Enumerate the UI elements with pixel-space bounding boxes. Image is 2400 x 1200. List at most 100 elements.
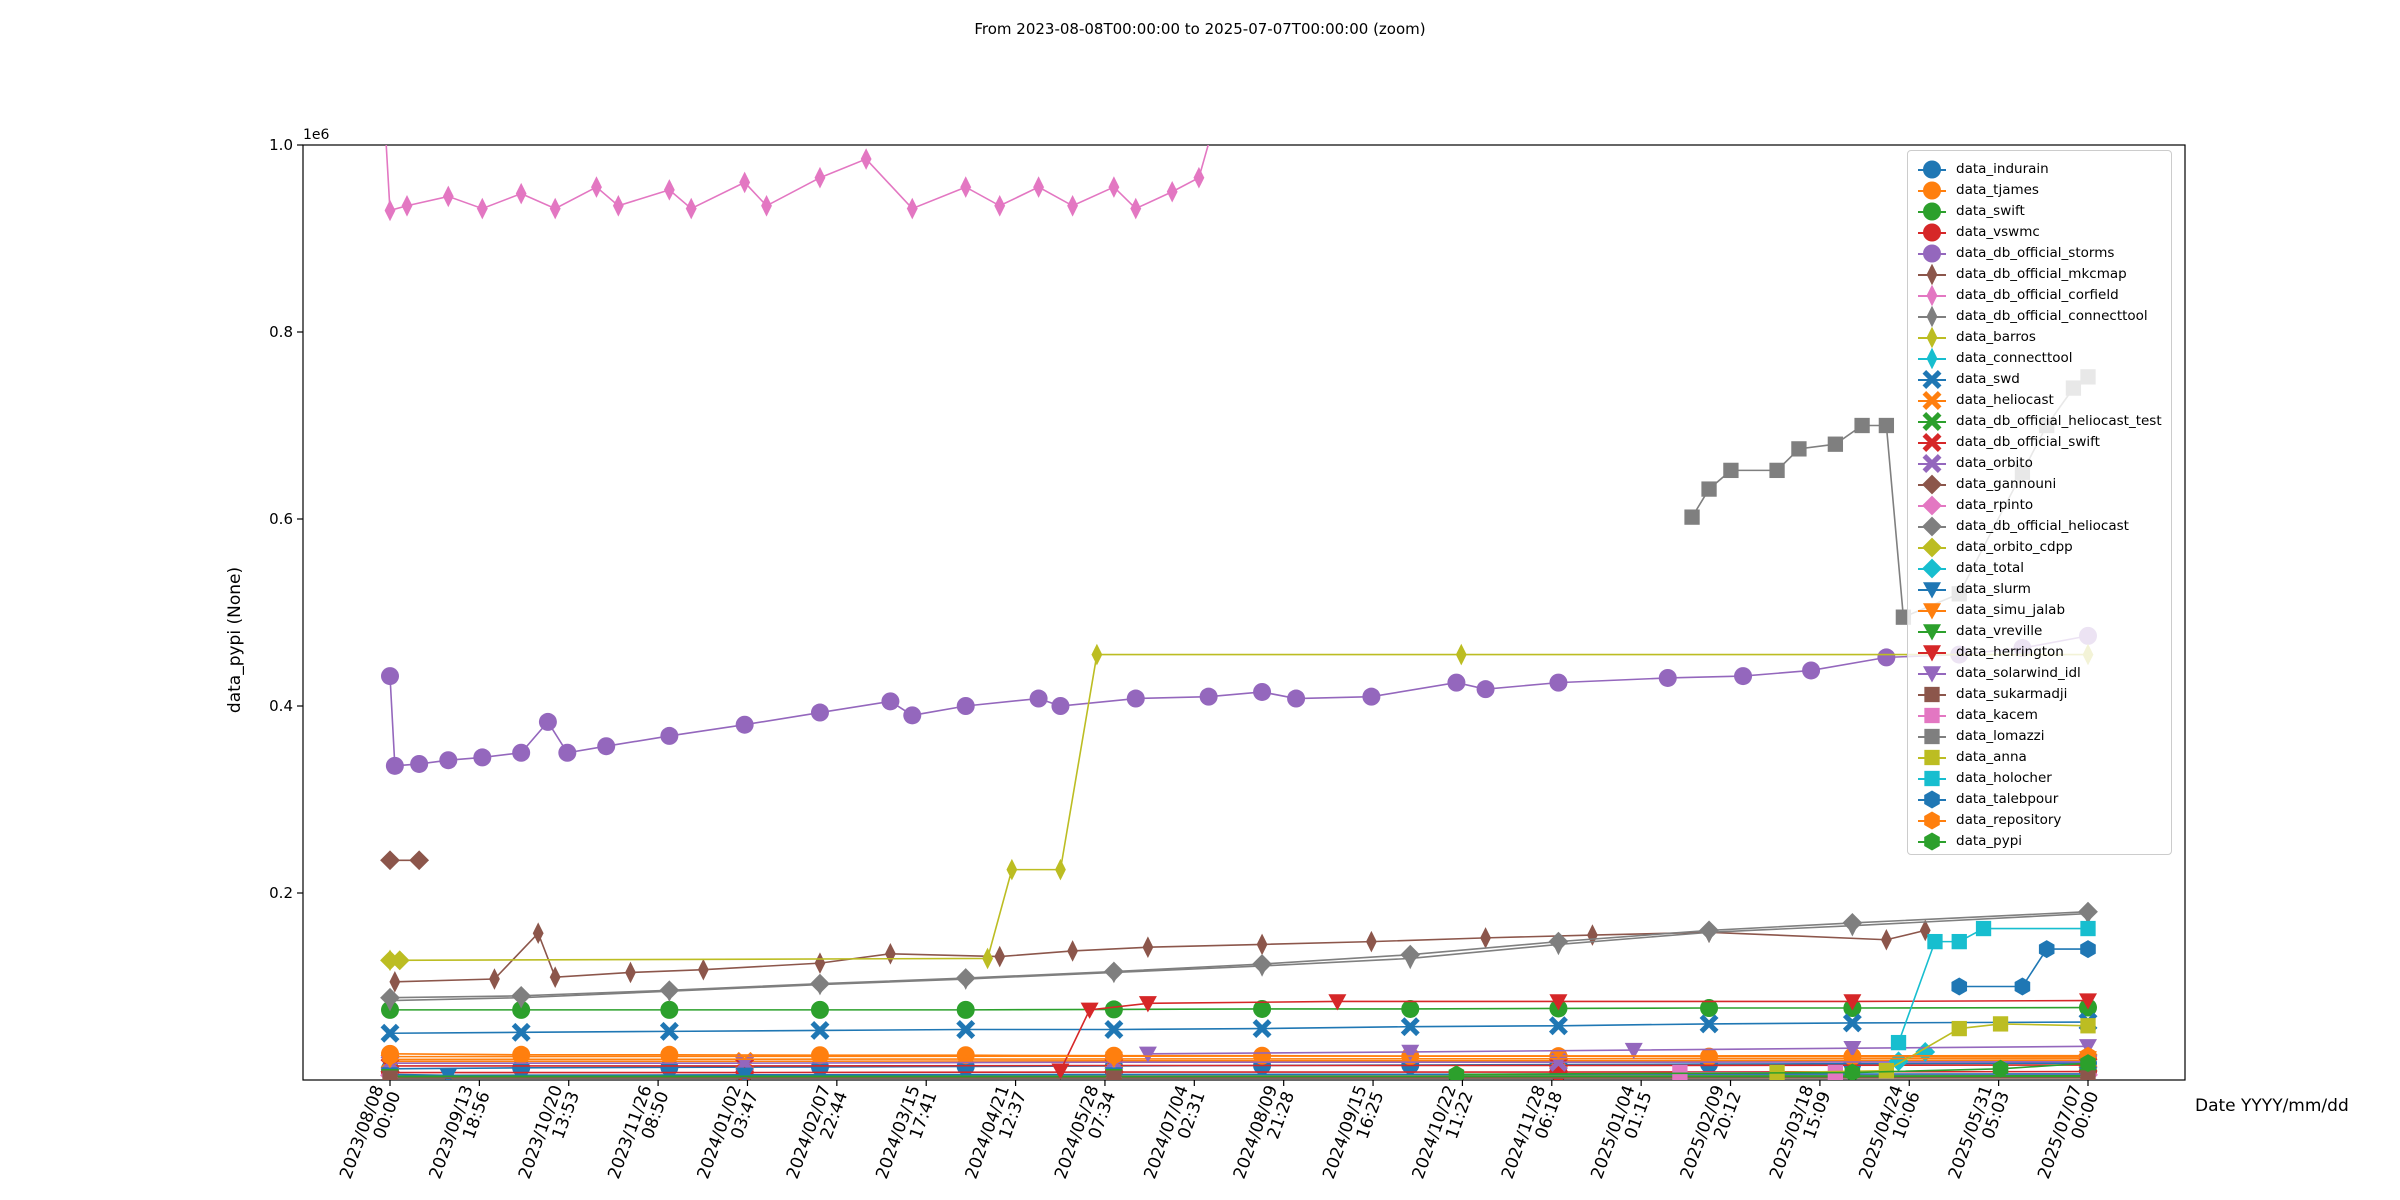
legend-label: data_db_official_swift xyxy=(1956,434,2100,450)
data-point xyxy=(1067,194,1079,217)
legend-item: data_anna xyxy=(1908,747,2173,768)
legend-label: data_rpinto xyxy=(1956,497,2034,513)
data-point xyxy=(410,754,429,773)
legend-marker-shape xyxy=(1922,391,1942,410)
data-point xyxy=(1769,462,1785,479)
data-point xyxy=(1029,689,1048,708)
legend-marker xyxy=(1923,624,1941,641)
legend-marker xyxy=(1924,707,1940,724)
legend-marker-shape xyxy=(1926,348,1938,369)
data-point xyxy=(2079,993,2097,1010)
data-point xyxy=(1880,928,1892,951)
data-point xyxy=(473,748,492,767)
series-line xyxy=(389,1057,2089,1061)
legend-marker-shape xyxy=(1922,370,1942,389)
data-point xyxy=(1927,933,1943,950)
data-point xyxy=(1480,927,1491,949)
data-point xyxy=(1051,1063,1070,1080)
series-data_db_official_corfield xyxy=(384,145,1210,222)
data-point xyxy=(956,1000,975,1019)
legend-item: data_herrington xyxy=(1908,642,2173,663)
legend-marker xyxy=(1922,433,1942,452)
legend-label: data_db_official_heliocast_test xyxy=(1956,413,2162,429)
data-point xyxy=(1684,509,1700,525)
legend-marker xyxy=(1924,790,1940,809)
data-point xyxy=(1067,940,1079,962)
legend-label: data_orbito xyxy=(1956,455,2033,471)
data-point xyxy=(389,950,410,971)
data-point xyxy=(380,850,400,871)
data-point xyxy=(1723,462,1739,479)
data-point xyxy=(1455,643,1467,666)
series-line xyxy=(389,910,2089,999)
data-point xyxy=(409,850,430,871)
legend-marker xyxy=(1924,686,1940,703)
chart-title: From 2023-08-08T00:00:00 to 2025-07-07T0… xyxy=(974,20,1426,38)
series-data_solarwind_idl xyxy=(1138,1039,2097,1063)
legend-marker xyxy=(1924,749,1940,766)
data-point xyxy=(1400,1017,1420,1037)
legend-label: data_tjames xyxy=(1956,182,2039,198)
legend-item: data_swift xyxy=(1908,201,2173,222)
data-point xyxy=(1130,197,1142,220)
legend-item: data_solarwind_idl xyxy=(1908,663,2173,684)
data-point xyxy=(982,947,993,970)
legend-marker-shape xyxy=(1922,516,1942,537)
data-point xyxy=(960,176,972,198)
data-point xyxy=(1080,1002,1099,1019)
legend-marker-shape xyxy=(1922,433,1942,452)
legend-item: data_barros xyxy=(1908,327,2173,348)
data-point xyxy=(956,697,975,715)
data-point xyxy=(1842,1013,1862,1033)
data-point xyxy=(1447,673,1466,692)
legend-label: data_vswmc xyxy=(1956,224,2040,240)
legend-marker xyxy=(1922,495,1942,516)
data-point xyxy=(1548,1016,1568,1036)
data-point xyxy=(994,945,1006,968)
data-point xyxy=(994,194,1006,217)
data-point xyxy=(1844,1063,1861,1080)
legend-item: data_lomazzi xyxy=(1908,726,2173,747)
legend-marker-shape xyxy=(1922,558,1942,579)
data-point xyxy=(1951,1020,1967,1037)
data-point xyxy=(1252,954,1272,974)
legend-item: data_slurm xyxy=(1908,579,2173,600)
data-point xyxy=(660,726,679,745)
data-point xyxy=(511,1022,531,1042)
data-point xyxy=(1548,931,1569,952)
data-point xyxy=(1287,689,1306,708)
data-point xyxy=(2080,940,2096,959)
data-point xyxy=(1549,994,1568,1011)
legend-marker xyxy=(1922,454,1942,473)
data-point xyxy=(1256,933,1268,956)
series-line xyxy=(390,1059,2089,1063)
y-tick-label: 0.2 xyxy=(269,884,293,902)
legend-label: data_connecttool xyxy=(1956,350,2073,366)
legend-label: data_heliocast xyxy=(1956,392,2054,408)
data-point xyxy=(625,961,636,984)
data-point xyxy=(810,703,829,722)
data-point xyxy=(2014,977,2031,996)
data-point xyxy=(1672,1064,1688,1080)
data-point xyxy=(442,185,454,208)
series-data_holocher xyxy=(1890,920,2096,1051)
series-data_db_official_heliocast xyxy=(380,901,2098,1008)
legend-item: data_pypi xyxy=(1908,831,2173,852)
data-point xyxy=(1587,924,1598,946)
legend-marker xyxy=(1923,181,1941,200)
legend-marker xyxy=(1926,306,1938,327)
data-point xyxy=(1842,913,1863,933)
data-point xyxy=(881,692,900,711)
series-data_orbito_cdpp xyxy=(380,950,410,971)
data-point xyxy=(2078,901,2098,922)
x-axis-label: Date YYYY/mm/dd xyxy=(2195,1096,2349,1116)
legend-item: data_tjames xyxy=(1908,180,2173,201)
series-data_swd xyxy=(380,1012,2098,1043)
legend-marker-shape xyxy=(1926,264,1938,285)
legend-item: data_db_official_mkcmap xyxy=(1908,264,2173,285)
legend-label: data_indurain xyxy=(1956,161,2049,177)
legend-marker-shape xyxy=(1923,244,1941,263)
